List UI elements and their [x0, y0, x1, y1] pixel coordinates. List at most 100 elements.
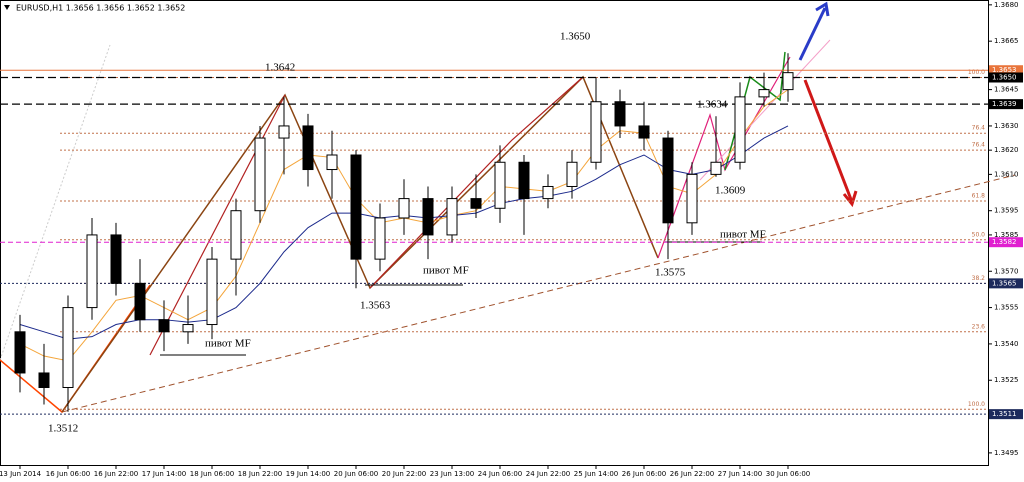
candle-body	[542, 185, 554, 200]
arrow-head	[815, 1, 830, 17]
fib-label: 100.0	[968, 401, 985, 408]
candle-body	[494, 161, 506, 209]
arrow	[803, 79, 854, 203]
candle-body	[470, 198, 482, 209]
fib-label: 50.0	[972, 231, 986, 238]
candle-body	[422, 198, 434, 236]
x-tick-label: 26 Jun 06:00	[622, 470, 666, 478]
y-tick-label: 1.3610	[994, 170, 1019, 178]
y-tick-label: 1.3595	[994, 207, 1019, 215]
trend-line	[61, 174, 1016, 413]
fib-label: 76.4	[972, 142, 986, 149]
candle-body	[446, 198, 458, 236]
candle-body	[302, 125, 314, 171]
price-label: 1.3565	[992, 279, 1017, 287]
annotation: 1.3650	[560, 31, 591, 43]
price-label-box	[989, 72, 1023, 83]
x-tick-label: 25 Jun 14:00	[574, 470, 618, 478]
annotation: 1.3634	[697, 99, 728, 111]
y-tick-label: 1.3630	[994, 122, 1019, 130]
candle-body	[254, 137, 266, 212]
arrow-head	[842, 190, 858, 208]
candle-body	[14, 331, 26, 374]
candle-body	[278, 125, 290, 139]
candle-body	[686, 173, 698, 224]
y-tick-label: 1.3585	[994, 231, 1019, 239]
x-tick-label: 27 Jun 14:00	[718, 470, 762, 478]
y-tick-label: 1.3645	[994, 86, 1019, 94]
candle-body	[374, 217, 386, 260]
x-tick-label: 16 Jun 06:00	[46, 470, 90, 478]
annotation: пивот MF	[720, 229, 766, 241]
price-label: 1.3639	[992, 100, 1017, 108]
x-tick-label: 30 Jun 06:00	[766, 470, 810, 478]
candle-body	[518, 161, 530, 200]
x-tick-label: 26 Jun 22:00	[670, 470, 714, 478]
candle-body	[782, 72, 794, 91]
header-icon	[4, 5, 10, 10]
x-tick-label: 16 Jun 22:00	[94, 470, 138, 478]
x-tick-label: 18 Jun 22:00	[238, 470, 282, 478]
chart-header: EURUSD,H1 1.3656 1.3656 1.3652 1.3652	[16, 4, 185, 13]
candle-body	[710, 161, 722, 175]
price-label: 1.3582	[992, 238, 1017, 246]
candle-body	[614, 101, 626, 127]
fib-label: 61.8	[972, 193, 986, 200]
x-tick-label: 23 Jun 13:00	[430, 470, 474, 478]
price-label-box	[989, 65, 1023, 76]
candle-body	[206, 258, 218, 326]
price-label: 1.3653	[992, 66, 1017, 74]
annotation: 1.3609	[715, 185, 746, 197]
price-label: 1.3511	[992, 410, 1017, 418]
x-tick-label: 18 Jun 06:00	[190, 470, 234, 478]
fib-label: 38.2	[972, 275, 986, 282]
zigzag	[369, 76, 584, 289]
annotation: 1.3642	[265, 62, 295, 74]
x-tick-label: 20 Jun 06:00	[334, 470, 378, 478]
candle-body	[734, 96, 746, 163]
candle-body	[86, 234, 98, 309]
candle-body	[566, 161, 578, 187]
y-tick-label: 1.3680	[994, 1, 1019, 9]
y-tick-label: 1.3495	[994, 449, 1019, 457]
candle-body	[398, 198, 410, 219]
arrow	[798, 7, 827, 61]
annotation: 1.3563	[360, 300, 391, 312]
fib-label: 23.6	[972, 323, 986, 330]
x-tick-label: 24 Jun 06:00	[478, 470, 522, 478]
fib-label: 76.4	[972, 125, 986, 132]
x-tick-label: 20 Jun 22:00	[382, 470, 426, 478]
y-tick-label: 1.3665	[994, 37, 1019, 45]
price-label-box	[989, 409, 1023, 420]
zigzag	[657, 56, 791, 259]
x-tick-label: 13 Jun 2014	[0, 470, 42, 478]
price-label-box	[989, 99, 1023, 110]
annotation: пивот MF	[423, 265, 469, 277]
candle-body	[134, 282, 146, 321]
candle-body	[662, 137, 674, 224]
y-tick-label: 1.3555	[994, 304, 1019, 312]
price-label-box	[989, 278, 1023, 289]
candle-body	[110, 234, 122, 284]
fib-label: 100.0	[968, 69, 985, 76]
x-tick-label: 24 Jun 22:00	[526, 470, 570, 478]
y-tick-label: 1.3620	[994, 146, 1019, 154]
x-tick-label: 17 Jun 14:00	[142, 470, 186, 478]
candle-body	[38, 372, 50, 388]
price-label: 1.3650	[992, 74, 1017, 82]
candle-body	[62, 307, 74, 388]
x-tick-label: 19 Jun 14:00	[286, 470, 330, 478]
candle-body	[158, 319, 170, 333]
annotation: 1.3512	[48, 423, 78, 435]
candle-body	[350, 154, 362, 260]
annotation: 1.3575	[655, 267, 686, 279]
y-tick-label: 1.3540	[994, 340, 1019, 348]
y-tick-label: 1.3525	[994, 376, 1019, 384]
price-label-box	[989, 237, 1023, 248]
y-tick-label: 1.3570	[994, 267, 1019, 275]
candle-body	[638, 125, 650, 139]
candle-body	[182, 324, 194, 333]
candle-body	[230, 210, 242, 260]
candle-body	[758, 89, 770, 98]
